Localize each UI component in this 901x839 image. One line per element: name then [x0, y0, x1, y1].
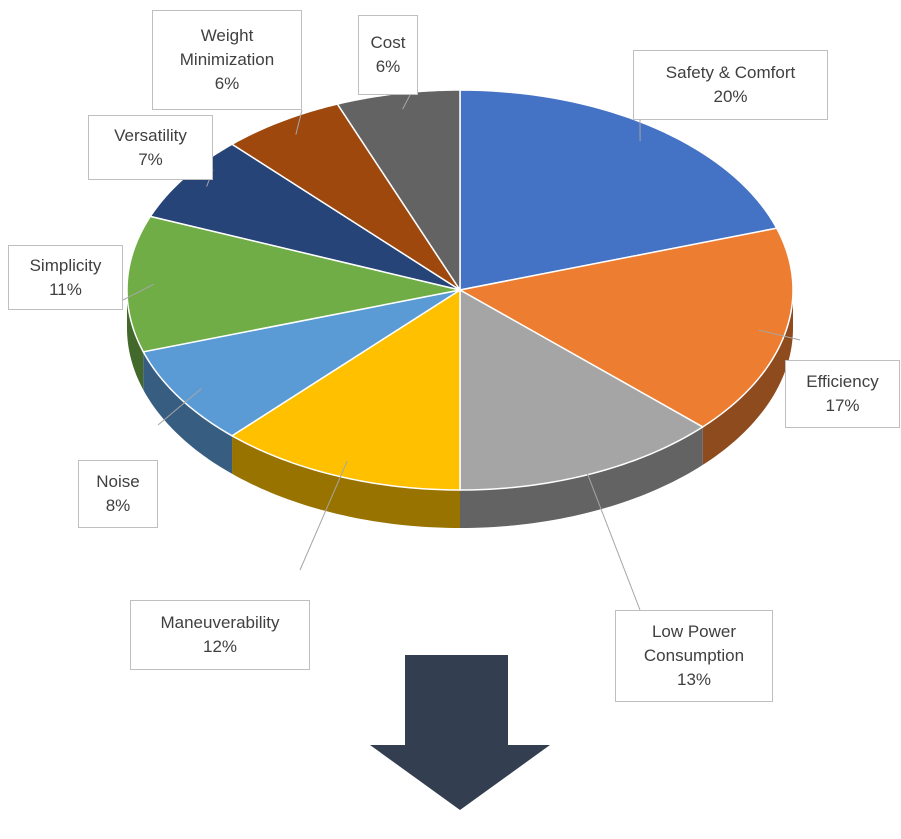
label-name: Weight Minimization: [179, 26, 275, 69]
label-name: Cost: [370, 33, 406, 52]
label-name: Efficiency: [806, 372, 879, 391]
pie-top: [126, 89, 794, 491]
pie-side: [702, 290, 793, 465]
data-label: Safety & Comfort 20%: [633, 50, 828, 120]
leader-line: [581, 458, 641, 611]
pie-slice: [459, 89, 778, 291]
data-label: Cost 6%: [358, 15, 418, 95]
data-label: Low Power Consumption 13%: [615, 610, 773, 702]
pie-side: [460, 426, 703, 528]
pie-side: [143, 351, 233, 474]
label-value: 6%: [214, 74, 240, 93]
label-value: 11%: [49, 279, 82, 299]
data-label: Simplicity 11%: [8, 245, 123, 310]
down-arrow: [370, 655, 550, 810]
leader-line: [402, 94, 411, 110]
pie-slice: [126, 215, 461, 353]
label-value: 20%: [713, 87, 748, 106]
pie-slice: [230, 288, 461, 491]
label-value: 7%: [138, 149, 163, 169]
label-name: Versatility: [114, 125, 187, 145]
leader-line: [299, 460, 348, 571]
label-name: Safety & Comfort: [665, 63, 796, 82]
label-value: 13%: [676, 670, 712, 689]
pie-side: [127, 290, 144, 390]
label-name: Maneuverability: [160, 613, 280, 632]
pie-slice: [142, 289, 461, 437]
label-name: Low Power Consumption: [643, 622, 745, 665]
pie-slice: [457, 227, 794, 428]
data-label: Versatility 7%: [88, 115, 213, 180]
label-name: Noise: [96, 472, 140, 491]
leader-line: [122, 283, 155, 301]
label-name: Simplicity: [29, 255, 102, 275]
leader-line: [758, 329, 801, 341]
label-value: 8%: [105, 496, 131, 515]
label-value: 6%: [375, 57, 401, 76]
data-label: Maneuverability 12%: [130, 600, 310, 670]
label-value: 12%: [202, 637, 238, 656]
data-label: Noise 8%: [78, 460, 158, 528]
pie-slice: [230, 103, 461, 291]
data-label: Weight Minimization 6%: [152, 10, 302, 110]
leader-line: [295, 109, 303, 135]
leader-line: [157, 388, 202, 426]
data-label: Efficiency 17%: [785, 360, 900, 428]
pie-slice: [459, 288, 705, 491]
pie-sides: [127, 290, 793, 528]
pie-side: [232, 435, 460, 528]
label-value: 17%: [825, 396, 860, 415]
